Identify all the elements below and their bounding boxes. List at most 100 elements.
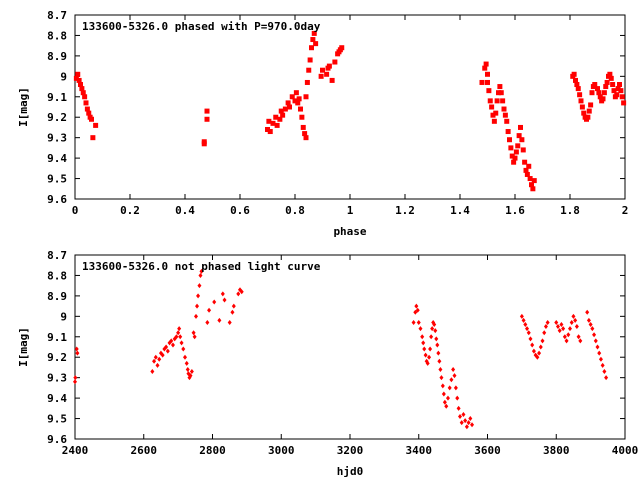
data-point — [479, 79, 485, 85]
data-point — [451, 366, 456, 372]
unphased-plot-y-tick-label: 9.3 — [47, 372, 67, 385]
data-point — [293, 90, 299, 96]
data-point — [300, 124, 306, 130]
unphased-plot-y-tick-label: 8.7 — [47, 249, 67, 262]
data-point — [444, 403, 449, 409]
phased-plot-y-tick-label: 9.4 — [47, 152, 67, 165]
data-point — [302, 131, 308, 137]
phased-plot-x-tick-label: 0.2 — [120, 204, 140, 217]
unphased-plot-y-tick-label: 8.8 — [47, 269, 67, 282]
data-point — [490, 112, 496, 118]
data-point — [447, 385, 452, 391]
data-point — [597, 94, 603, 100]
data-point — [568, 326, 572, 332]
data-point — [617, 82, 622, 88]
data-point — [265, 126, 270, 132]
data-point — [501, 106, 507, 112]
data-point — [227, 319, 232, 325]
data-point — [566, 332, 571, 338]
data-point — [150, 369, 155, 375]
data-point — [483, 61, 489, 67]
data-point — [578, 338, 583, 344]
data-point — [540, 338, 545, 344]
data-point — [577, 92, 583, 98]
data-point — [513, 149, 519, 155]
unphased-plot-x-tick-label: 3200 — [337, 444, 364, 457]
data-point — [313, 41, 319, 47]
data-point — [204, 116, 210, 122]
data-point — [586, 108, 592, 114]
data-point — [285, 100, 291, 106]
unphased-plot-x-tick-label: 4000 — [612, 444, 639, 457]
data-point — [277, 116, 283, 122]
unphased-plot-y-axis-label: I[mag] — [17, 327, 30, 367]
data-point — [500, 98, 506, 104]
phased-plot-x-tick-label: 1.8 — [560, 204, 580, 217]
phased-plot-y-tick-label: 8.8 — [47, 29, 67, 42]
data-point — [415, 307, 420, 313]
data-point — [562, 334, 567, 340]
data-point — [564, 338, 569, 344]
data-point — [320, 67, 325, 73]
data-point — [610, 82, 616, 88]
phased-plot-x-tick-label: 1.4 — [450, 204, 470, 217]
data-point — [278, 108, 284, 114]
unphased-plot-x-tick-label: 3400 — [406, 444, 433, 457]
phased-plot-y-tick-label: 8.9 — [47, 50, 67, 63]
data-point — [295, 100, 301, 106]
data-point — [590, 326, 595, 332]
data-point — [470, 422, 475, 428]
phased-plot-x-tick-label: 1.6 — [505, 204, 525, 217]
unphased-plot-x-tick-label: 2400 — [62, 444, 89, 457]
phased-plot-y-tick-label: 9.2 — [47, 111, 67, 124]
data-point — [543, 324, 548, 330]
data-point — [188, 373, 193, 379]
data-point — [89, 116, 94, 122]
data-point — [414, 303, 419, 309]
data-point — [157, 356, 162, 362]
data-point — [236, 291, 241, 297]
data-point — [191, 330, 196, 336]
data-point — [615, 86, 621, 92]
data-point — [512, 155, 518, 161]
data-point — [93, 122, 99, 128]
data-point — [75, 350, 80, 356]
phased-plot-x-tick-label: 0.4 — [175, 204, 195, 217]
data-point — [266, 118, 272, 124]
data-point — [579, 104, 585, 110]
phased-plot-x-tick-label: 0.8 — [285, 204, 305, 217]
data-point — [217, 317, 222, 323]
data-point — [153, 354, 158, 360]
data-point — [525, 326, 530, 332]
data-point — [201, 141, 207, 147]
data-point — [179, 340, 184, 346]
data-point — [527, 176, 533, 182]
data-point — [491, 118, 497, 124]
data-point — [212, 299, 217, 305]
data-point — [463, 418, 468, 424]
data-point — [449, 377, 454, 383]
phased-plot-ticks — [74, 14, 626, 200]
data-point — [494, 98, 500, 104]
data-point — [603, 84, 609, 90]
data-point — [482, 65, 488, 71]
data-point — [453, 385, 458, 391]
data-point — [220, 291, 225, 297]
unphased-plot-x-tick-labels: 2400 2600 2800 3000 3200 3400 3600 3800 4000 — [62, 444, 639, 457]
data-point — [222, 297, 227, 303]
data-point — [502, 112, 508, 118]
data-point — [324, 71, 330, 77]
data-point — [573, 77, 578, 83]
data-point — [299, 114, 305, 120]
data-point — [437, 358, 442, 364]
data-point — [575, 86, 581, 92]
data-point — [554, 319, 559, 325]
data-point — [73, 375, 78, 381]
data-point — [296, 96, 302, 102]
data-point — [438, 366, 443, 372]
data-point — [73, 75, 79, 81]
data-point — [197, 283, 202, 289]
data-point — [78, 82, 83, 88]
data-point — [230, 309, 235, 315]
data-point — [531, 178, 537, 184]
